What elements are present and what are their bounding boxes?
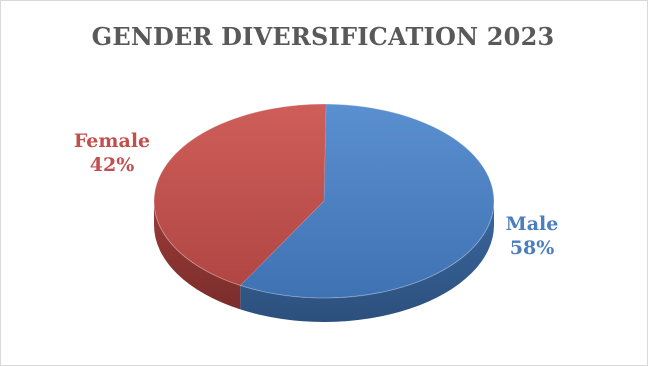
pie-slice-female: [153, 103, 327, 286]
slice-value-male: 58%: [509, 237, 555, 259]
pie-sides: [154, 201, 494, 322]
slice-name-male: Male: [505, 213, 559, 235]
chart-title: GENDER DIVERSIFICATION 2023: [91, 22, 555, 51]
pie-side-female: [154, 201, 241, 310]
pie-side-male: [240, 201, 494, 322]
data-label-female: Female 42%: [62, 129, 162, 177]
pie-slice-male: [239, 103, 495, 299]
data-label-male: Male 58%: [492, 212, 572, 260]
slice-name-female: Female: [73, 130, 151, 152]
pie-tops: [153, 103, 495, 299]
slice-value-female: 42%: [89, 154, 135, 176]
pie-rim: [153, 103, 495, 299]
